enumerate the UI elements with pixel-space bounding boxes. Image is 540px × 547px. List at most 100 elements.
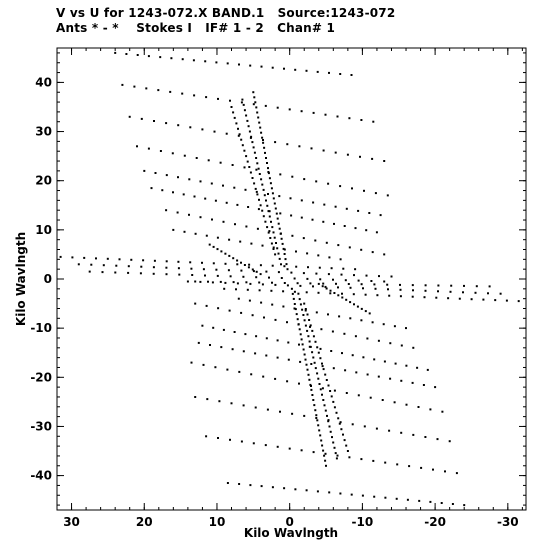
- uv-point: [299, 284, 302, 287]
- uv-point: [264, 444, 267, 447]
- uv-point: [142, 259, 145, 262]
- x-tick-label: 30: [63, 515, 80, 529]
- uv-point: [371, 321, 374, 324]
- uv-point: [220, 346, 223, 349]
- uv-point: [59, 255, 62, 258]
- uv-point: [284, 258, 287, 261]
- uv-point: [324, 459, 327, 462]
- uv-point: [223, 287, 226, 290]
- uv-point: [212, 245, 215, 248]
- uv-point: [400, 431, 403, 434]
- uv-point: [286, 321, 288, 324]
- uv-point: [255, 335, 258, 338]
- uv-point: [319, 278, 322, 281]
- uv-point: [333, 406, 336, 409]
- uv-point: [312, 111, 315, 114]
- uv-point: [209, 344, 211, 346]
- uv-point: [224, 262, 227, 265]
- uv-point: [325, 287, 328, 290]
- uv-point: [302, 348, 305, 351]
- uv-point: [280, 277, 283, 279]
- uv-point: [298, 298, 301, 301]
- uv-point: [217, 97, 219, 100]
- uv-point: [219, 280, 222, 283]
- uv-point: [283, 265, 286, 268]
- uv-point: [337, 286, 339, 289]
- uv-point: [315, 180, 318, 183]
- uv-point: [314, 340, 317, 343]
- uv-point: [235, 122, 238, 125]
- uv-point: [266, 162, 268, 164]
- uv-point: [268, 215, 271, 218]
- uv-point: [345, 207, 348, 210]
- uv-point: [208, 243, 211, 246]
- uv-point: [310, 147, 313, 150]
- uv-point: [204, 274, 206, 277]
- uv-point: [258, 198, 260, 201]
- uv-point: [177, 260, 180, 263]
- uv-point: [250, 242, 253, 245]
- uv-point: [199, 216, 202, 219]
- uv-point: [389, 342, 392, 345]
- uv-point: [298, 328, 301, 331]
- uv-point: [444, 470, 446, 473]
- uv-point: [90, 263, 93, 266]
- uv-point: [171, 152, 174, 155]
- uv-point: [237, 127, 239, 130]
- uv-point: [165, 174, 168, 177]
- uv-point: [258, 289, 261, 292]
- uv-point: [436, 438, 439, 441]
- uv-point: [306, 313, 309, 316]
- uv-point: [325, 379, 328, 381]
- uv-point: [272, 231, 275, 234]
- uv-point: [260, 301, 263, 304]
- uv-point: [250, 373, 253, 376]
- uv-point: [88, 270, 91, 273]
- uv-point: [154, 172, 157, 174]
- uv-point: [360, 319, 363, 322]
- uv-point: [261, 244, 264, 247]
- uv-point: [335, 282, 337, 285]
- uv-point: [270, 242, 273, 245]
- y-tick-label: -30: [30, 419, 52, 433]
- uv-point: [298, 382, 300, 385]
- uv-point: [314, 409, 317, 412]
- uv-point: [349, 301, 352, 304]
- uv-point: [229, 275, 232, 278]
- uv-point: [299, 360, 302, 363]
- uv-point: [133, 85, 136, 88]
- uv-point: [399, 283, 401, 286]
- uv-point: [451, 503, 454, 505]
- uv-point: [297, 323, 300, 326]
- uv-point: [327, 273, 330, 276]
- uv-point: [351, 423, 354, 426]
- uv-point: [258, 121, 261, 124]
- uv-point: [325, 241, 328, 244]
- uv-point: [295, 265, 298, 268]
- uv-point: [300, 338, 303, 341]
- uv-point: [259, 126, 262, 129]
- uv-point: [212, 262, 215, 265]
- uv-point: [349, 317, 352, 320]
- uv-point: [343, 225, 346, 227]
- uv-point: [463, 284, 465, 287]
- uv-point: [288, 447, 291, 450]
- uv-point: [417, 406, 420, 408]
- uv-point: [263, 316, 265, 319]
- uv-point: [211, 281, 214, 284]
- uv-point: [370, 280, 373, 282]
- uv-point: [332, 400, 335, 403]
- y-tick-label: 30: [35, 125, 52, 139]
- uv-point: [339, 492, 342, 495]
- uv-point: [271, 303, 274, 306]
- uv-point: [177, 267, 180, 270]
- uv-point: [260, 131, 263, 134]
- uv-point: [266, 408, 269, 411]
- uv-point: [306, 368, 309, 371]
- uv-point: [298, 145, 301, 148]
- uv-point: [389, 377, 392, 380]
- uv-point: [432, 468, 434, 471]
- uv-point: [420, 466, 423, 469]
- uv-point: [282, 290, 285, 293]
- uv-point: [147, 55, 150, 58]
